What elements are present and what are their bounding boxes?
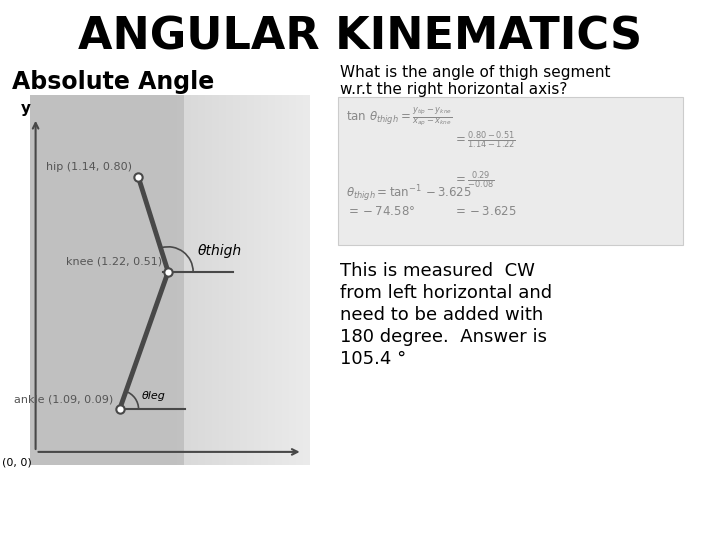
Text: 180 degree.  Answer is: 180 degree. Answer is: [340, 328, 547, 346]
Bar: [254, 95, 261, 465]
Bar: [289, 95, 296, 465]
Text: (0, 0): (0, 0): [2, 458, 32, 468]
Text: $= \frac{0.29}{-0.08}$: $= \frac{0.29}{-0.08}$: [453, 169, 495, 191]
Text: need to be added with: need to be added with: [340, 306, 544, 324]
Text: knee (1.22, 0.51): knee (1.22, 0.51): [66, 257, 162, 267]
Text: from left horizontal and: from left horizontal and: [340, 284, 552, 302]
Bar: [198, 95, 205, 465]
Bar: [205, 95, 212, 465]
Bar: [219, 95, 226, 465]
Text: $= -3.625$: $= -3.625$: [453, 205, 516, 218]
Bar: [30, 95, 184, 465]
Bar: [338, 97, 683, 245]
Bar: [233, 95, 240, 465]
Bar: [247, 95, 254, 465]
Bar: [184, 95, 191, 465]
Text: y: y: [21, 101, 30, 116]
Bar: [275, 95, 282, 465]
Bar: [261, 95, 268, 465]
Text: ANGULAR KINEMATICS: ANGULAR KINEMATICS: [78, 15, 642, 58]
Bar: [184, 95, 310, 465]
Bar: [303, 95, 310, 465]
Text: $= -74.58°$: $= -74.58°$: [346, 205, 415, 218]
Text: w.r.t the right horizontal axis?: w.r.t the right horizontal axis?: [340, 82, 567, 97]
Bar: [282, 95, 289, 465]
Text: What is the angle of thigh segment: What is the angle of thigh segment: [340, 65, 611, 80]
Text: ankle (1.09, 0.09): ankle (1.09, 0.09): [14, 394, 114, 404]
Text: $\tan\,\theta_{thigh} = \frac{y_{tip} - y_{kne}}{x_{ap} - x_{kne}}$: $\tan\,\theta_{thigh} = \frac{y_{tip} - …: [346, 105, 453, 127]
Bar: [226, 95, 233, 465]
Text: This is measured  CW: This is measured CW: [340, 262, 535, 280]
Text: θleg: θleg: [142, 392, 166, 401]
Bar: [191, 95, 198, 465]
Text: 105.4 °: 105.4 °: [340, 350, 406, 368]
Text: Absolute Angle: Absolute Angle: [12, 70, 215, 94]
Bar: [212, 95, 219, 465]
Bar: [170, 95, 177, 465]
Bar: [296, 95, 303, 465]
Text: hip (1.14, 0.80): hip (1.14, 0.80): [46, 162, 132, 172]
Bar: [268, 95, 275, 465]
Bar: [240, 95, 247, 465]
Text: θthigh: θthigh: [198, 244, 242, 258]
Text: $\theta_{thigh} = \tan^{-1} - 3.625$: $\theta_{thigh} = \tan^{-1} - 3.625$: [346, 183, 472, 204]
Text: $= \frac{0.80 - 0.51}{1.14 - 1.22}$: $= \frac{0.80 - 0.51}{1.14 - 1.22}$: [453, 129, 516, 151]
Bar: [177, 95, 184, 465]
